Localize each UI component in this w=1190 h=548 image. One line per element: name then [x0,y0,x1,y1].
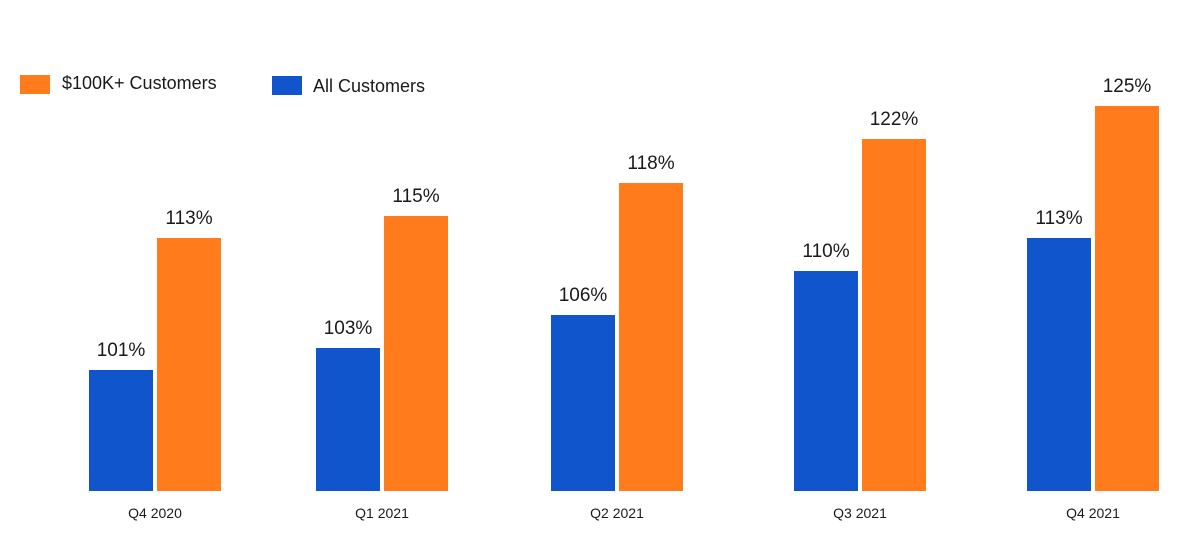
bar-100k-customers-q4-2021 [1095,106,1159,491]
legend-swatch-all-customers [272,76,302,95]
bar-all-customers-q4-2021 [1027,238,1091,491]
data-label-all-customers-q2-2021: 106% [559,285,608,306]
x-tick-q4-2021: Q4 2021 [1066,505,1120,521]
x-axis-tick-labels: Q4 2020 Q1 2021 Q2 2021 Q3 2021 Q4 2021 [128,505,1120,521]
bar-100k-customers-q1-2021 [384,216,448,491]
x-tick-q4-2020: Q4 2020 [128,505,182,521]
bar-all-customers-q4-2020 [89,370,153,491]
data-label-all-customers-q4-2020: 101% [97,340,146,361]
legend-label-all-customers: All Customers [313,76,425,96]
x-tick-q3-2021: Q3 2021 [833,505,887,521]
data-label-100k-customers-q2-2021: 118% [627,153,674,174]
bar-100k-customers-q2-2021 [619,183,683,491]
data-labels: 101% 113% 103% 115% 106% 118% 110% 122% 113% 125% [97,76,1152,361]
bar-100k-customers-q3-2021 [862,139,926,491]
data-label-all-customers-q4-2021: 113% [1035,208,1082,229]
legend-label-100k-customers: $100K+ Customers [62,73,217,93]
data-label-all-customers-q3-2021: 110% [802,241,849,262]
data-label-all-customers-q1-2021: 103% [324,318,373,339]
data-label-100k-customers-q4-2021: 125% [1103,76,1152,97]
legend: $100K+ Customers All Customers [20,73,425,96]
bar-all-customers-q2-2021 [551,315,615,491]
legend-swatch-100k-customers [20,75,50,94]
data-label-100k-customers-q4-2020: 113% [165,208,212,229]
data-label-100k-customers-q3-2021: 122% [870,109,919,130]
data-label-100k-customers-q1-2021: 115% [392,186,439,207]
x-tick-q1-2021: Q1 2021 [355,505,409,521]
bar-all-customers-q3-2021 [794,271,858,491]
bars [89,106,1159,491]
bar-100k-customers-q4-2020 [157,238,221,491]
x-tick-q2-2021: Q2 2021 [590,505,644,521]
bar-all-customers-q1-2021 [316,348,380,491]
